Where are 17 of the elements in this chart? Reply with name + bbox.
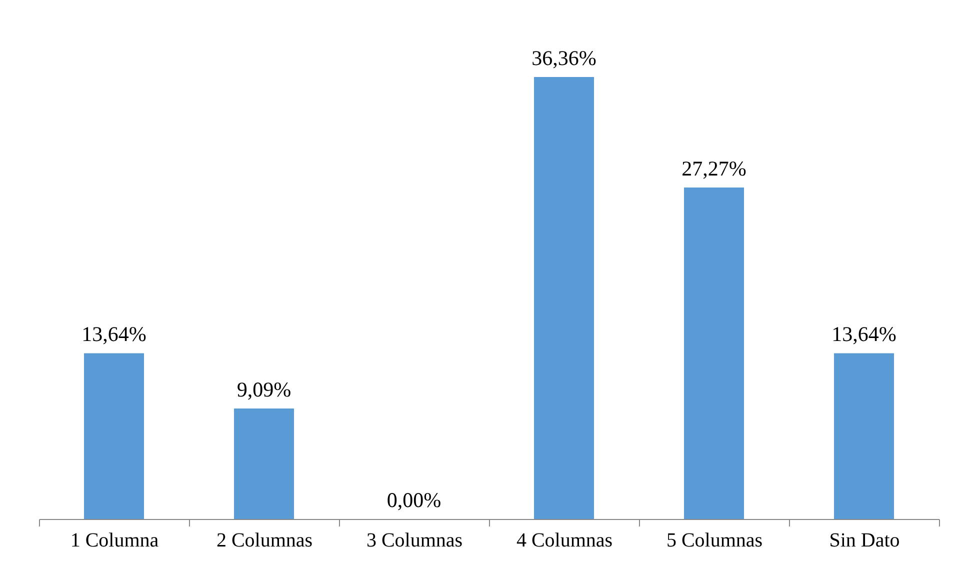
data-label: 36,36%: [532, 46, 596, 70]
bar: [834, 353, 894, 519]
bar: [84, 353, 144, 519]
bar: [234, 408, 294, 519]
x-tick-label: 2 Columnas: [216, 530, 313, 552]
x-tick-label: 5 Columnas: [666, 530, 763, 552]
data-label: 13,64%: [82, 322, 146, 346]
bar: [684, 188, 744, 519]
x-tick-label: Sin Dato: [829, 530, 900, 552]
x-tick-label: 1 Columna: [70, 530, 159, 552]
x-tick-label: 3 Columnas: [366, 530, 463, 552]
data-label: 9,09%: [236, 378, 292, 402]
data-label: 0,00%: [386, 488, 442, 512]
bar: [534, 77, 594, 519]
data-label: 27,27%: [682, 156, 746, 180]
data-label: 13,64%: [832, 322, 896, 346]
x-tick-label: 4 Columnas: [516, 530, 613, 552]
